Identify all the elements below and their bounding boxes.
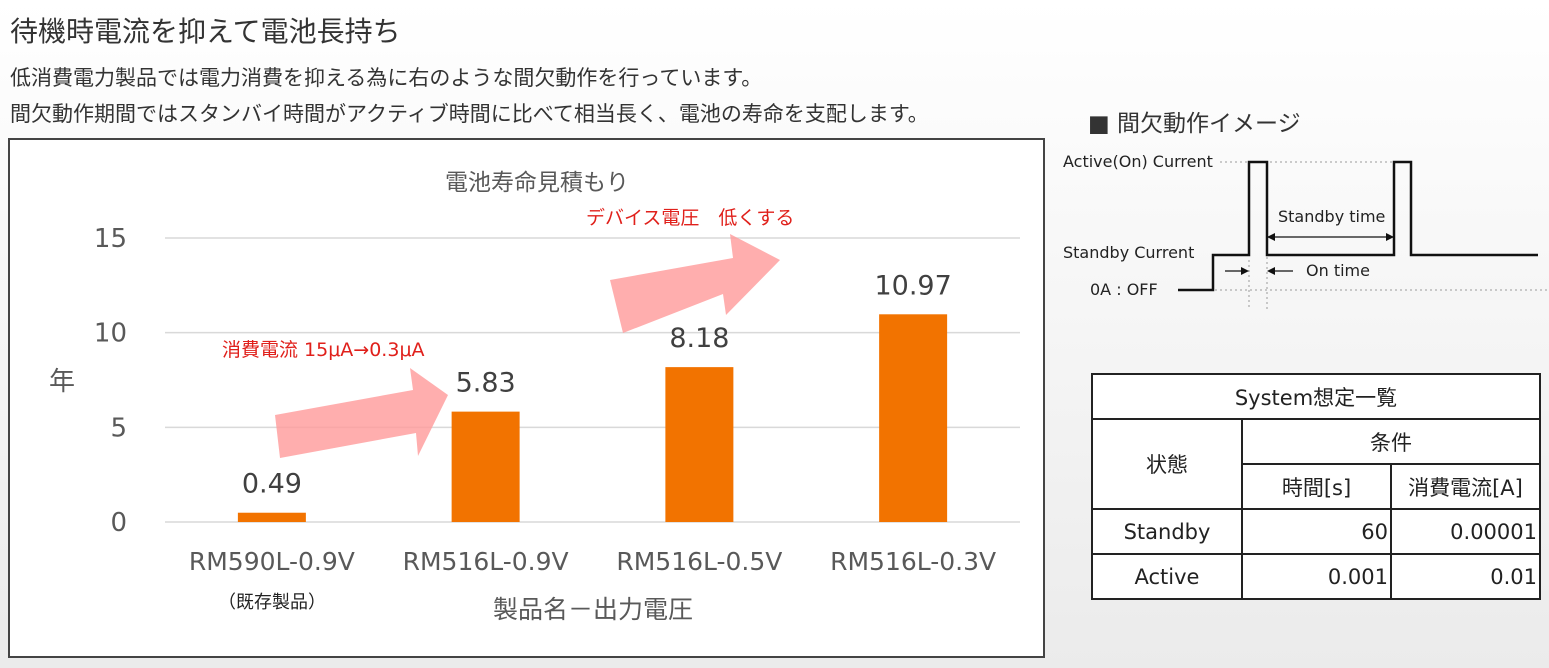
page-title: 待機時電流を抑えて電池長持ち bbox=[10, 15, 401, 48]
battery-life-chart: 電池寿命見積もり 0 5 10 15 年 消費電流 15μA→0.3μA デバイス電圧… bbox=[8, 138, 1045, 658]
data-label: 5.83 bbox=[456, 368, 516, 399]
arrow-voltage-reduction bbox=[610, 234, 780, 333]
y-axis-label: 年 bbox=[49, 367, 75, 397]
header-state: 状態 bbox=[1091, 418, 1243, 510]
waveform-svg: Active(On) Current Standby Current 0A : … bbox=[1063, 152, 1549, 310]
table-title: System想定一覧 bbox=[1091, 373, 1541, 420]
row-time: 60 bbox=[1241, 508, 1392, 555]
bar-series bbox=[237, 314, 948, 522]
chart-canvas: 電池寿命見積もり 0 5 10 15 年 消費電流 15μA→0.3μA デバイス電圧… bbox=[49, 170, 1020, 624]
existing-product-note: （既存製品） bbox=[218, 592, 326, 613]
standby-current-label: Standby Current bbox=[1063, 243, 1194, 262]
data-labels: 0.49 5.83 8.18 10.97 bbox=[242, 270, 952, 499]
x-tick-label: RM590L-0.9V bbox=[189, 547, 355, 576]
off-label: 0A : OFF bbox=[1090, 280, 1158, 299]
x-tick-labels: RM590L-0.9V RM516L-0.9V RM516L-0.5V RM516L-… bbox=[189, 547, 996, 576]
table-row: Active 0.001 0.01 bbox=[1091, 553, 1541, 600]
bar bbox=[665, 367, 734, 522]
bar bbox=[451, 411, 520, 522]
y-tick-label: 10 bbox=[94, 319, 127, 349]
arrow-current-reduction bbox=[275, 368, 448, 458]
on-time-label: On time bbox=[1306, 261, 1370, 280]
annotation-arrows bbox=[275, 234, 780, 458]
data-label: 10.97 bbox=[874, 270, 951, 301]
annotation-current: 消費電流 15μA→0.3μA bbox=[222, 339, 425, 361]
bar bbox=[879, 314, 948, 522]
chart-title: 電池寿命見積もり bbox=[445, 170, 629, 196]
x-tick-label: RM516L-0.3V bbox=[830, 547, 996, 576]
y-tick-label: 0 bbox=[110, 508, 127, 538]
data-label: 0.49 bbox=[242, 469, 302, 500]
row-current: 0.00001 bbox=[1390, 508, 1541, 555]
standby-time-label: Standby time bbox=[1278, 207, 1385, 226]
x-tick-label: RM516L-0.9V bbox=[403, 547, 569, 576]
y-tick-label: 15 bbox=[94, 224, 127, 254]
row-state: Standby bbox=[1091, 508, 1243, 555]
x-axis-label: 製品名－出力電圧 bbox=[493, 595, 693, 624]
bar bbox=[237, 512, 306, 522]
y-tick-label: 5 bbox=[110, 413, 127, 443]
header-time: 時間[s] bbox=[1241, 463, 1392, 510]
x-tick-label: RM516L-0.5V bbox=[616, 547, 782, 576]
description-line-1: 低消費電力製品では電力消費を抑える為に右のような間欠動作を行っています。 bbox=[10, 66, 763, 90]
row-state: Active bbox=[1091, 553, 1243, 600]
y-tick-labels: 0 5 10 15 bbox=[94, 224, 127, 538]
diagram-title: ■ 間欠動作イメージ bbox=[1088, 111, 1301, 137]
header-current: 消費電流[A] bbox=[1390, 463, 1541, 510]
annotation-voltage: デバイス電圧 低くする bbox=[586, 207, 794, 229]
data-label: 8.18 bbox=[669, 323, 729, 354]
active-current-label: Active(On) Current bbox=[1063, 152, 1213, 171]
row-time: 0.001 bbox=[1241, 553, 1392, 600]
header-condition: 条件 bbox=[1241, 418, 1541, 465]
system-assumption-table: System想定一覧 状態 条件 時間[s] 消費電流[A] Standby 6… bbox=[1091, 373, 1541, 600]
row-current: 0.01 bbox=[1390, 553, 1541, 600]
table-row: Standby 60 0.00001 bbox=[1091, 508, 1541, 555]
waveform-line bbox=[1178, 160, 1538, 292]
description-line-2: 間欠動作期間ではスタンバイ時間がアクティブ時間に比べて相当長く、電池の寿命を支配… bbox=[10, 102, 929, 126]
